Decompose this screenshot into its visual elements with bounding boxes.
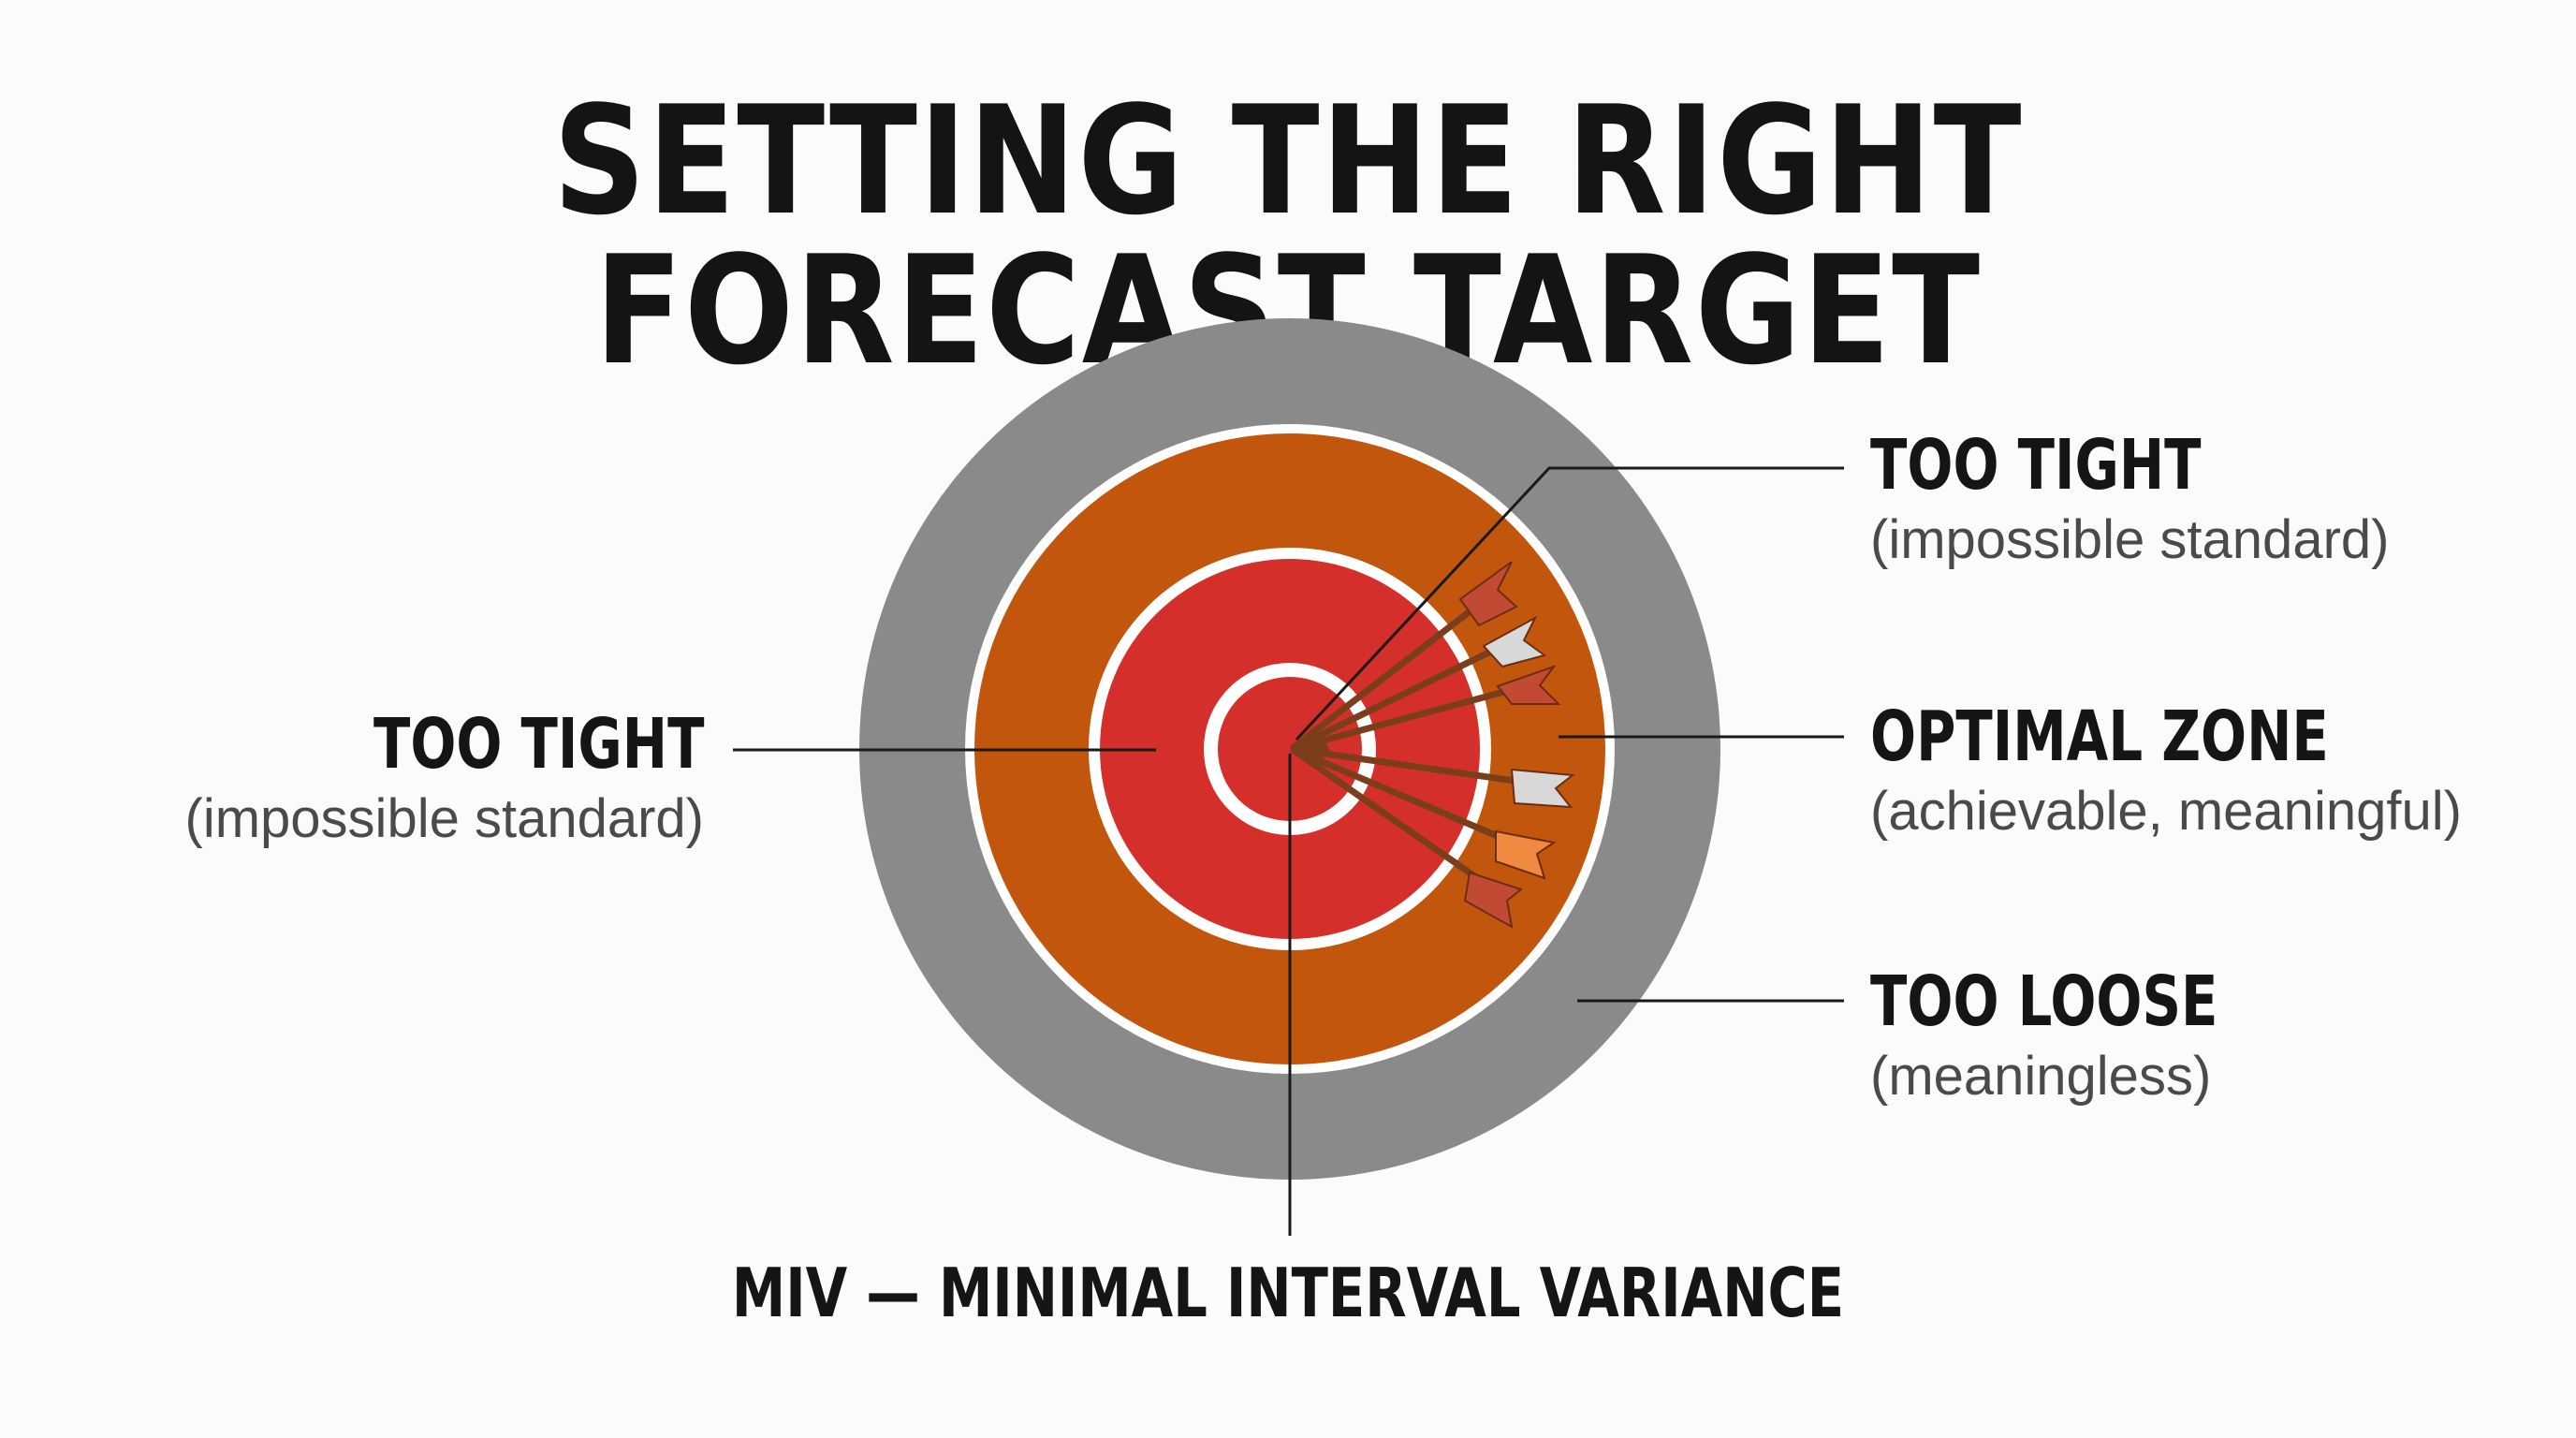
page-title: SETTING THE RIGHT FORECAST TARGET — [552, 73, 2024, 398]
label-heading: TOO TIGHT — [1870, 425, 2202, 506]
label-heading: TOO LOOSE — [1870, 961, 2218, 1042]
arrow-icon — [1291, 664, 1561, 753]
arrow-icon — [1290, 746, 1524, 929]
arrows — [1289, 561, 1575, 929]
label-subtext: (achievable, meaningful) — [1870, 781, 2462, 842]
label-too-tight-right: TOO TIGHT (impossible standard) — [1870, 431, 2389, 567]
label-too-tight-left: TOO TIGHT (impossible standard) — [185, 710, 704, 846]
arrow-icon — [1290, 615, 1547, 753]
label-heading: OPTIMAL ZONE — [1870, 697, 2329, 777]
label-too-loose: TOO LOOSE (meaningless) — [1870, 967, 2316, 1104]
arrowhead-cluster — [1290, 732, 1329, 766]
leader-lines — [733, 466, 1844, 1236]
arrow-icon — [1291, 745, 1575, 809]
label-optimal-zone: OPTIMAL ZONE (achievable, meaningful) — [1870, 702, 2462, 839]
miv-label: MIV — MINIMAL INTERVAL VARIANCE — [731, 1254, 1845, 1332]
label-heading: TOO TIGHT — [373, 704, 704, 785]
leader-top-right — [1295, 466, 1844, 741]
label-subtext: (impossible standard) — [1870, 509, 2390, 570]
label-subtext: (meaningless) — [1870, 1046, 2212, 1107]
label-subtext: (impossible standard) — [184, 788, 704, 849]
arrow-icon — [1289, 561, 1518, 752]
arrow-icon — [1290, 745, 1557, 880]
